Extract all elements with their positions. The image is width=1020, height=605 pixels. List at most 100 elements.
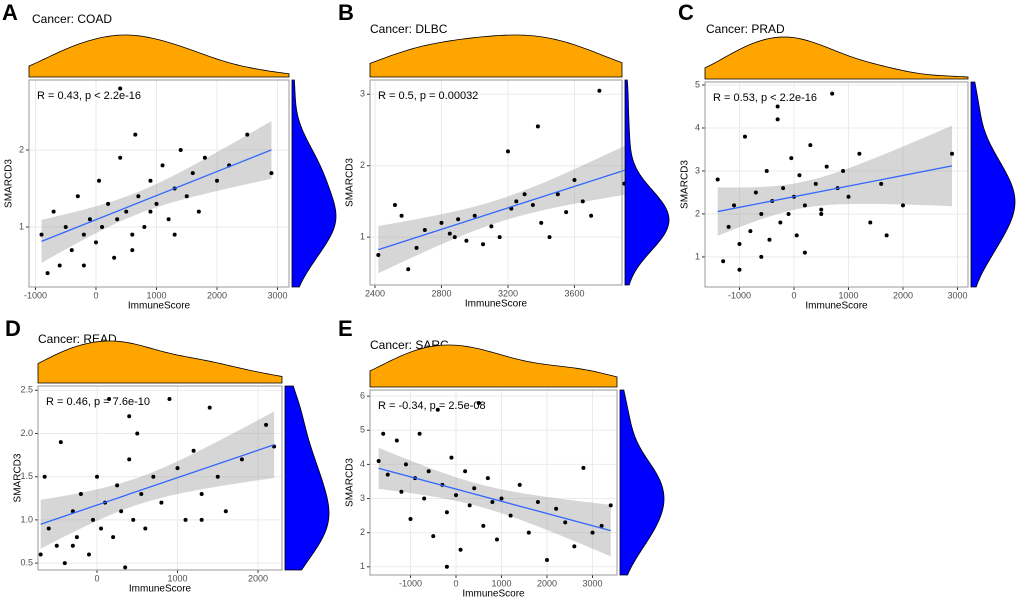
annotation: R = 0.53, p < 2.2e-16	[713, 92, 817, 104]
y-tick-label: 3	[360, 89, 365, 99]
point	[154, 201, 159, 206]
point	[775, 117, 780, 122]
y-tick-label: 3	[695, 165, 700, 175]
point	[97, 178, 102, 183]
panel-letter: D	[5, 316, 21, 341]
point	[106, 201, 111, 206]
top-density	[369, 344, 618, 388]
y-tick-label: 2.5	[20, 385, 33, 395]
x-tick-label: 3000	[267, 290, 287, 300]
y-tick-label: 0.5	[20, 557, 33, 567]
point	[715, 177, 720, 182]
plot-background	[29, 80, 289, 287]
point	[824, 164, 829, 169]
point	[215, 474, 220, 479]
point	[422, 228, 427, 232]
point	[748, 229, 753, 234]
top-density	[28, 34, 290, 78]
point	[572, 178, 577, 182]
x-tick-label: 1000	[491, 578, 511, 588]
point	[481, 523, 486, 528]
plot-border	[28, 79, 290, 288]
point	[269, 171, 274, 176]
x-tick-label: 2000	[893, 290, 913, 300]
point	[202, 155, 207, 160]
point	[130, 248, 135, 253]
point	[417, 431, 422, 436]
point	[522, 192, 527, 197]
x-tick-label: 1000	[146, 290, 166, 300]
regression-line	[717, 165, 953, 213]
right-density	[970, 81, 1016, 288]
point	[599, 523, 604, 528]
point	[580, 199, 585, 204]
point	[399, 489, 404, 494]
x-tick-label: -1000	[399, 578, 422, 588]
point	[422, 496, 427, 501]
point	[759, 211, 764, 216]
point	[778, 220, 783, 225]
point	[160, 163, 165, 168]
right-density	[284, 385, 330, 571]
point	[95, 474, 100, 479]
point	[403, 462, 408, 467]
point	[385, 472, 390, 477]
point	[775, 104, 780, 109]
point	[572, 544, 577, 549]
point	[464, 238, 469, 243]
point	[476, 400, 481, 405]
point	[514, 199, 519, 204]
point	[742, 134, 747, 139]
point	[753, 190, 758, 195]
point	[74, 535, 79, 540]
point	[406, 267, 411, 272]
point	[264, 422, 269, 427]
y-axis-label: SMARCD3	[345, 458, 356, 507]
point	[444, 510, 449, 515]
point	[45, 271, 50, 276]
point	[414, 245, 419, 250]
point	[535, 124, 540, 129]
point	[808, 143, 813, 148]
plot-border	[37, 385, 283, 571]
x-tick-label: 0	[93, 290, 98, 300]
point	[39, 232, 44, 237]
y-tick-label: 5	[360, 425, 365, 435]
point	[884, 233, 889, 238]
point	[115, 217, 120, 222]
point	[794, 233, 799, 238]
point	[86, 552, 91, 557]
point	[439, 220, 444, 225]
point	[789, 156, 794, 161]
point	[90, 517, 95, 522]
point	[819, 207, 824, 212]
panel: B Cancer: DLBC 2400 2800 3200 3600 1 2 3 R = 0.5,…	[338, 0, 670, 310]
y-tick-label: 4	[695, 122, 700, 132]
point	[131, 517, 136, 522]
x-tick-label: 3200	[498, 288, 518, 298]
point	[119, 509, 124, 514]
point	[191, 448, 196, 453]
point	[489, 224, 494, 229]
y-tick-label: 6	[360, 391, 365, 401]
annotation: R = 0.5, p = 0.00032	[378, 90, 478, 102]
point	[590, 530, 595, 535]
point	[467, 503, 472, 508]
point	[726, 224, 731, 229]
point	[196, 209, 201, 214]
point	[151, 474, 156, 479]
y-axis-label: SMARCD3	[345, 158, 356, 207]
point	[426, 469, 431, 474]
point	[118, 86, 123, 91]
y-tick-label: 2.0	[20, 428, 33, 438]
y-tick-label: 1.0	[20, 514, 33, 524]
point	[494, 537, 499, 542]
point	[190, 171, 195, 176]
point	[563, 520, 568, 525]
x-tick-label: 2000	[248, 573, 268, 583]
point	[830, 91, 835, 96]
point	[767, 237, 772, 242]
point	[100, 224, 105, 229]
